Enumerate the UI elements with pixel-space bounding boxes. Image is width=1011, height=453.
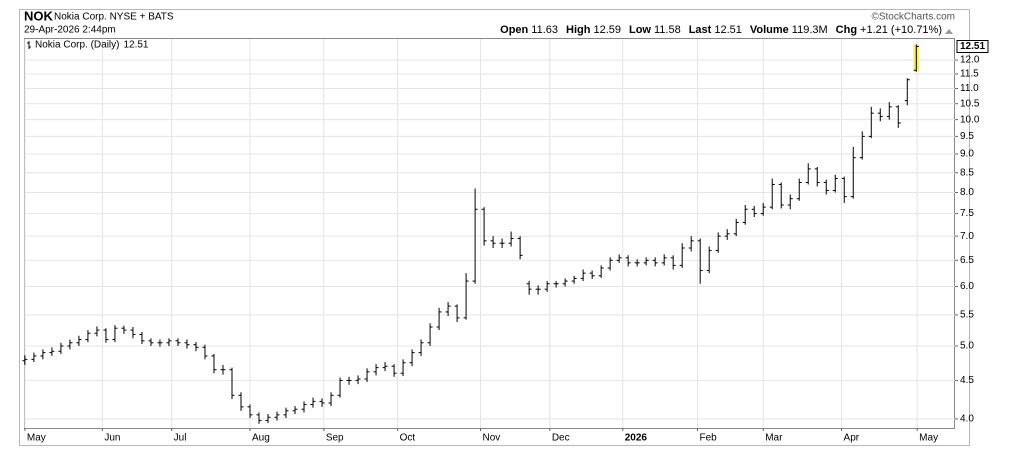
y-tick-label: 4.5 — [960, 375, 974, 386]
y-tick-label: 11.0 — [960, 83, 979, 94]
x-tick-label: Dec — [552, 433, 570, 444]
x-tick-label: Oct — [400, 433, 416, 444]
x-tick-label: Jun — [104, 433, 120, 444]
x-tick-label: Aug — [252, 433, 270, 444]
stat-label: Chg — [836, 24, 857, 36]
y-tick-label: 5.0 — [960, 341, 974, 352]
x-tick-label: Mar — [765, 433, 783, 444]
y-tick-label: 6.0 — [960, 281, 974, 292]
y-tick-label: 5.5 — [960, 310, 974, 321]
symbol: NOK — [24, 8, 54, 23]
stat-value: 11.58 — [654, 24, 681, 36]
x-tick-label: 2026 — [625, 433, 648, 444]
last-price: 12.51 — [960, 41, 985, 52]
x-tick-label: May — [27, 433, 46, 444]
stat-label: Low — [629, 24, 651, 36]
stat-label: Last — [689, 24, 712, 36]
x-tick-label: Nov — [482, 433, 500, 444]
timestamp: 29-Apr-2026 2:44pm — [24, 25, 116, 36]
y-tick-label: 12.0 — [960, 55, 980, 66]
x-tick-label: May — [919, 433, 938, 444]
y-tick-label: 7.0 — [960, 231, 974, 242]
stat-value: 12.51 — [714, 24, 742, 36]
stat-value: +1.21 (+10.71%) — [860, 24, 942, 36]
last-price-box — [956, 40, 989, 54]
y-tick-label: 8.5 — [960, 167, 974, 178]
chart-frame — [19, 9, 970, 446]
x-tick-label: Feb — [699, 433, 717, 444]
x-tick-label: Apr — [844, 433, 860, 444]
y-tick-label: 9.0 — [960, 149, 974, 160]
y-tick-label: 11.5 — [960, 69, 979, 80]
y-tick-label: 9.5 — [960, 131, 974, 142]
credit: ©StockCharts.com — [871, 12, 955, 23]
y-tick-label: 8.0 — [960, 187, 974, 198]
y-tick-label: 4.0 — [960, 414, 974, 425]
x-tick-label: Sep — [326, 433, 344, 444]
subtitle: Nokia Corp. NYSE + BATS — [54, 12, 174, 23]
stat-value: 11.63 — [531, 24, 558, 36]
y-tick-label: 10.0 — [960, 114, 980, 125]
y-tick-label: 6.5 — [960, 255, 974, 266]
legend-value: 12.51 — [123, 40, 148, 51]
stat-value: 12.59 — [593, 24, 621, 36]
stat-label: High — [566, 24, 591, 36]
stat-label: Volume — [750, 24, 789, 36]
y-tick-label: 10.5 — [960, 98, 980, 109]
y-tick-label: 7.5 — [960, 208, 974, 219]
up-arrow — [945, 29, 953, 34]
legend-icon — [27, 41, 31, 49]
legend-name: Nokia Corp. (Daily) — [35, 40, 119, 51]
stat-value: 119.3M — [792, 24, 828, 36]
stat-label: Open — [500, 24, 528, 36]
x-tick-label: Jul — [174, 433, 187, 444]
